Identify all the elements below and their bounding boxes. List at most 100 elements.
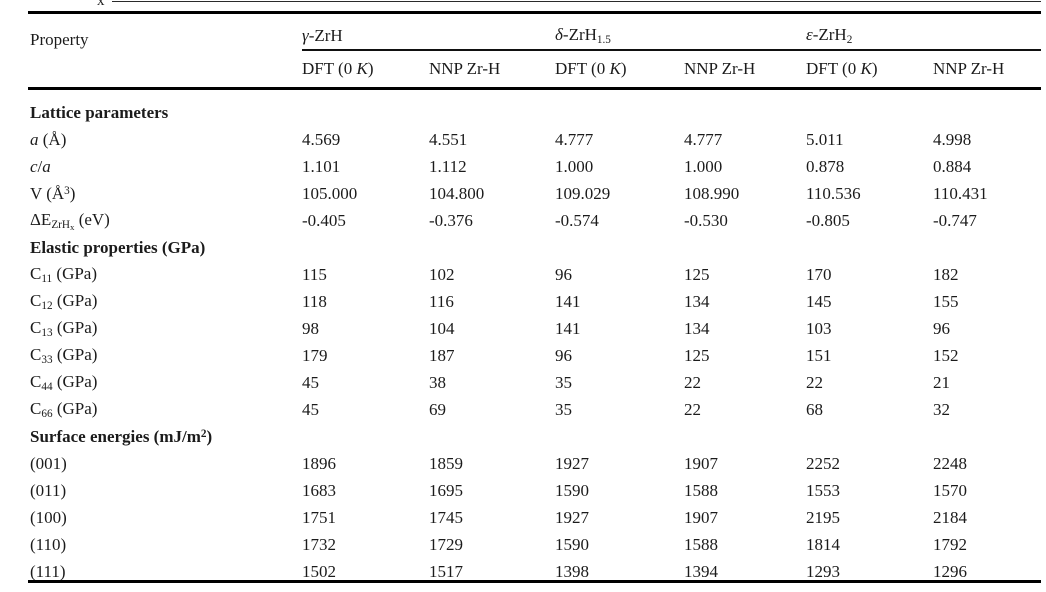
row-label: C33 (GPa)	[30, 344, 98, 367]
value-cell: 35	[555, 399, 572, 419]
value-cell: 45	[302, 372, 319, 392]
value-cell: 32	[933, 399, 950, 419]
value-cell: 1927	[555, 453, 589, 473]
value-cell: 0.884	[933, 156, 972, 176]
value-cell: 102	[429, 264, 455, 284]
value-cell: 1394	[684, 561, 718, 581]
row-label: (100)	[30, 507, 67, 527]
section-header: Elastic properties (GPa)	[30, 237, 206, 257]
group-header: γ-ZrH	[302, 26, 343, 45]
value-cell: 1927	[555, 507, 589, 527]
value-cell: 22	[684, 372, 701, 392]
value-cell: 1517	[429, 561, 463, 581]
value-cell: 1896	[302, 453, 336, 473]
section-row: Elastic properties (GPa)	[28, 234, 1041, 261]
value-cell: 1859	[429, 453, 463, 473]
value-cell: 96	[555, 345, 572, 365]
row-label: ΔEZrHx (eV)	[30, 209, 110, 232]
value-cell: 22	[806, 372, 823, 392]
value-cell: 5.011	[806, 129, 844, 149]
value-cell: 145	[806, 291, 832, 311]
section-header: Surface energies (mJ/m2)	[30, 426, 213, 446]
group-header: ε-ZrH2	[806, 25, 853, 47]
value-cell: 1398	[555, 561, 589, 581]
value-cell: 1814	[806, 534, 840, 554]
value-cell: 69	[429, 399, 446, 419]
value-cell: 155	[933, 291, 959, 311]
value-cell: 151	[806, 345, 832, 365]
value-cell: 2195	[806, 507, 840, 527]
row-label: C12 (GPa)	[30, 290, 98, 313]
table-row: C12 (GPa) 118 116 141 134 145 155	[28, 288, 1041, 315]
column-header: NNP Zr-H	[684, 59, 756, 78]
value-cell: 152	[933, 345, 959, 365]
row-label: (011)	[30, 480, 67, 500]
value-cell: 170	[806, 264, 832, 284]
value-cell: 1907	[684, 453, 718, 473]
value-cell: 1588	[684, 480, 718, 500]
method-column-header-row: DFT (0 K) NNP Zr-H DFT (0 K) NNP Zr-H DFT (0…	[28, 57, 1041, 81]
value-cell: 96	[933, 318, 950, 338]
value-cell: -0.405	[302, 210, 346, 230]
value-cell: 1296	[933, 561, 967, 581]
table-row: C44 (GPa) 45 38 35 22 22 21	[28, 369, 1041, 396]
value-cell: 2252	[806, 453, 840, 473]
row-label: (001)	[30, 453, 67, 473]
value-cell: 108.990	[684, 183, 740, 203]
table-row: (100) 1751 1745 1927 1907 2195 2184	[28, 504, 1041, 531]
value-cell: -0.530	[684, 210, 728, 230]
table-row: a (Å) 4.569 4.551 4.777 4.777 5.011 4.998	[28, 126, 1041, 153]
table-body: Lattice parameters a (Å) 4.569 4.551 4.777 4.…	[28, 99, 1041, 585]
table-row: C66 (GPa) 45 69 35 22 68 32	[28, 396, 1041, 423]
value-cell: 4.998	[933, 129, 972, 149]
value-cell: 1.101	[302, 156, 341, 176]
value-cell: 4.777	[684, 129, 723, 149]
properties-table: Property γ-ZrH δ-ZrH1.5 ε-ZrH2 DFT (0 K) NN…	[28, 11, 1041, 586]
property-column-header: Property	[30, 27, 89, 53]
value-cell: 1792	[933, 534, 967, 554]
value-cell: 105.000	[302, 183, 358, 203]
value-cell: 1683	[302, 480, 336, 500]
table-row: C33 (GPa) 179 187 96 125 151 152	[28, 342, 1041, 369]
value-cell: 38	[429, 372, 446, 392]
value-cell: 1502	[302, 561, 336, 581]
table-row: (001) 1896 1859 1927 1907 2252 2248	[28, 450, 1041, 477]
section-header: Lattice parameters	[30, 102, 169, 122]
value-cell: 182	[933, 264, 959, 284]
value-cell: 1588	[684, 534, 718, 554]
table-top-rule	[28, 11, 1041, 14]
column-header: NNP Zr-H	[933, 59, 1005, 78]
value-cell: 45	[302, 399, 319, 419]
group-header: δ-ZrH1.5	[555, 25, 611, 47]
value-cell: -0.574	[555, 210, 599, 230]
phase-group-header-row: γ-ZrH δ-ZrH1.5 ε-ZrH2	[28, 23, 1041, 49]
value-cell: 1732	[302, 534, 336, 554]
value-cell: 2184	[933, 507, 967, 527]
row-label: (111)	[30, 561, 66, 581]
value-cell: 1590	[555, 480, 589, 500]
row-label: C11 (GPa)	[30, 263, 98, 286]
value-cell: 1553	[806, 480, 840, 500]
value-cell: 103	[806, 318, 832, 338]
value-cell: 1751	[302, 507, 336, 527]
property-header-label: Property	[30, 30, 89, 49]
column-header: DFT (0 K)	[302, 59, 374, 78]
value-cell: 1695	[429, 480, 463, 500]
value-cell: 4.551	[429, 129, 468, 149]
table-row: C13 (GPa) 98 104 141 134 103 96	[28, 315, 1041, 342]
value-cell: 110.536	[806, 183, 861, 203]
value-cell: 4.569	[302, 129, 341, 149]
value-cell: 1590	[555, 534, 589, 554]
row-label: C66 (GPa)	[30, 398, 98, 421]
table-row: (011) 1683 1695 1590 1588 1553 1570	[28, 477, 1041, 504]
table-row: (111) 1502 1517 1398 1394 1293 1296	[28, 558, 1041, 585]
value-cell: -0.376	[429, 210, 473, 230]
column-header: DFT (0 K)	[555, 59, 627, 78]
header-bottom-rule	[28, 87, 1041, 90]
row-label: a (Å)	[30, 129, 67, 149]
value-cell: 1293	[806, 561, 840, 581]
value-cell: 1570	[933, 480, 967, 500]
value-cell: 0.878	[806, 156, 845, 176]
value-cell: 115	[302, 264, 327, 284]
table-bottom-rule	[28, 580, 1041, 583]
